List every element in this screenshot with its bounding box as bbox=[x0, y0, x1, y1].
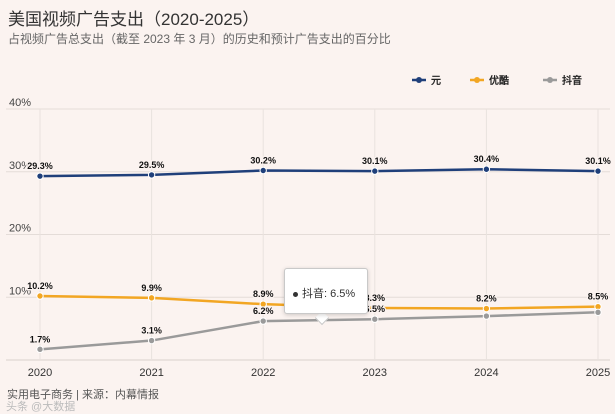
series-line bbox=[39, 167, 599, 178]
data-point bbox=[259, 166, 267, 175]
data-label: 29.5% bbox=[139, 160, 165, 170]
data-point bbox=[36, 345, 44, 354]
data-label: 6.5% bbox=[365, 304, 386, 314]
data-point bbox=[482, 312, 491, 320]
legend-marker-icon bbox=[474, 77, 480, 83]
watermark: 头条 @大数据 bbox=[6, 401, 76, 413]
x-tick-label: 2022 bbox=[251, 367, 275, 379]
data-point bbox=[147, 336, 156, 345]
legend-label: 优酷 bbox=[489, 74, 509, 87]
data-label: 8.9% bbox=[253, 289, 274, 299]
data-label: 8.2% bbox=[476, 294, 497, 304]
tooltip-text: 抖音: 6.5% bbox=[302, 288, 356, 300]
data-label: 3.1% bbox=[141, 326, 162, 336]
x-tick-label: 2020 bbox=[28, 367, 52, 379]
data-label: 30.2% bbox=[250, 155, 276, 165]
chart-title: 美国视频广告支出（2020-2025） bbox=[8, 10, 260, 29]
y-tick-label: 40% bbox=[9, 97, 31, 109]
x-tick-label: 2021 bbox=[139, 367, 163, 379]
data-point bbox=[371, 304, 379, 312]
chart-subtitle: 占视频广告总支出（截至 2023 年 3 月）的历史和预计广告支出的百分比 bbox=[8, 32, 391, 46]
legend-label: 元 bbox=[431, 75, 441, 87]
data-point bbox=[371, 315, 379, 323]
data-label: 9.9% bbox=[141, 283, 162, 293]
data-label: 10.2% bbox=[27, 281, 53, 291]
x-tick-label: 2023 bbox=[363, 367, 387, 379]
x-tick-label: 2024 bbox=[474, 367, 498, 379]
y-tick-label: 30% bbox=[9, 160, 31, 172]
data-point bbox=[594, 167, 602, 175]
legend-label: 抖音 bbox=[562, 74, 582, 87]
data-label: 30.1% bbox=[362, 156, 388, 166]
legend-marker-icon bbox=[547, 77, 553, 83]
data-label: 8.3% bbox=[365, 293, 386, 303]
data-point bbox=[36, 292, 44, 300]
data-label: 6.2% bbox=[253, 306, 274, 316]
data-label: 29.3% bbox=[27, 161, 53, 171]
data-label: 1.7% bbox=[30, 334, 51, 344]
x-tick-label: 2025 bbox=[586, 367, 610, 379]
data-point bbox=[482, 165, 491, 173]
data-point bbox=[482, 304, 491, 313]
data-label: 30.4% bbox=[474, 154, 500, 164]
data-point bbox=[594, 308, 602, 317]
data-point bbox=[259, 317, 267, 325]
data-point bbox=[36, 172, 44, 180]
legend-marker-icon bbox=[416, 77, 422, 83]
data-tooltip: 抖音: 6.5% bbox=[284, 268, 368, 314]
data-point bbox=[147, 171, 156, 179]
tooltip-dot-icon bbox=[293, 291, 298, 297]
data-point bbox=[259, 300, 267, 308]
y-tick-label: 20% bbox=[9, 223, 31, 235]
data-point bbox=[147, 294, 156, 302]
data-point bbox=[371, 167, 379, 175]
source-note: 实用电子商务 | 来源：内幕情报 bbox=[7, 389, 159, 401]
data-label: 8.5% bbox=[588, 292, 609, 302]
y-tick-label: 10% bbox=[9, 285, 31, 297]
data-label: 30.1% bbox=[585, 156, 611, 166]
